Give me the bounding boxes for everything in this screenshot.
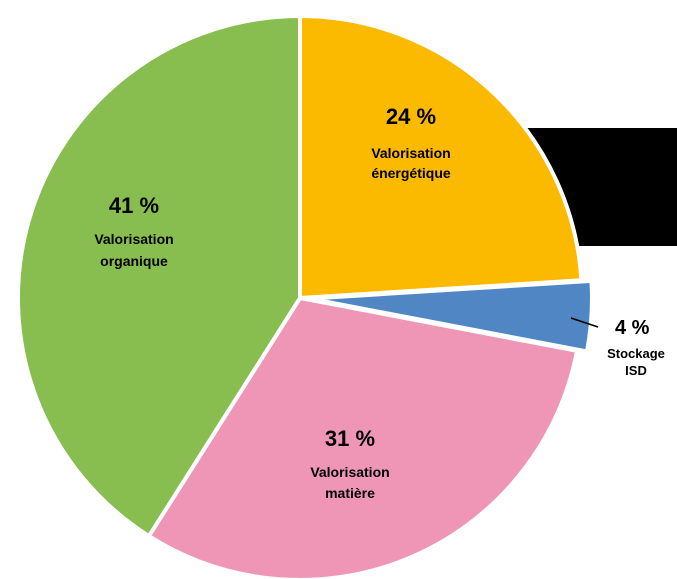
slice-stockage-isd (307, 278, 594, 354)
leader-line (570, 317, 599, 328)
category-label-valorisation-matiere-line-2: matière (325, 485, 375, 501)
category-label-stockage-isd-line-1: Stockage (607, 346, 665, 361)
category-label-valorisation-organique-line-2: organique (100, 253, 168, 269)
percent-label-stockage-isd: 4 % (615, 317, 650, 339)
slice-valorisation-energetique (298, 14, 584, 300)
category-label-valorisation-energetique-line-1: Valorisation (371, 145, 450, 161)
category-label-stockage-isd-line-2: ISD (625, 363, 647, 378)
slice-valorisation-organique (16, 14, 302, 539)
category-label-valorisation-energetique-line-2: énergétique (371, 165, 451, 181)
pie-labels: 24 % Valorisation énergétique 4 % Stockage IS… (94, 104, 665, 501)
percent-label-valorisation-organique: 41 % (109, 193, 159, 218)
percent-label-valorisation-energetique: 24 % (386, 104, 436, 129)
category-label-valorisation-organique-line-1: Valorisation (94, 231, 173, 247)
pie-slices (16, 14, 594, 579)
category-label-valorisation-matiere-line-1: Valorisation (310, 464, 389, 480)
percent-label-valorisation-matiere: 31 % (325, 426, 375, 451)
